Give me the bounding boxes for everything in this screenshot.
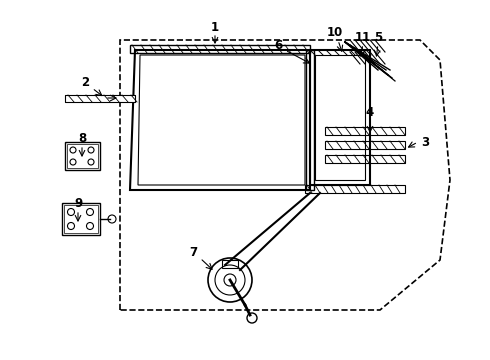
Text: 5: 5 [374, 31, 382, 44]
Text: 3: 3 [421, 135, 429, 149]
Bar [325, 141, 405, 149]
Bar [64, 205, 98, 233]
Bar [306, 50, 314, 190]
Bar [67, 144, 98, 168]
Text: 9: 9 [74, 197, 82, 210]
Text: 8: 8 [78, 131, 86, 144]
Bar [325, 127, 405, 135]
Bar [65, 142, 100, 170]
Text: 11: 11 [355, 31, 371, 44]
Text: 4: 4 [366, 105, 374, 118]
Text: 10: 10 [327, 26, 343, 39]
Bar [130, 45, 310, 53]
Bar [222, 260, 238, 268]
Bar [62, 203, 100, 235]
Text: 6: 6 [274, 39, 282, 51]
Bar [325, 155, 405, 163]
Text: 7: 7 [189, 246, 197, 258]
Text: 1: 1 [211, 21, 219, 33]
Text: 2: 2 [81, 76, 89, 89]
Bar [305, 185, 405, 193]
